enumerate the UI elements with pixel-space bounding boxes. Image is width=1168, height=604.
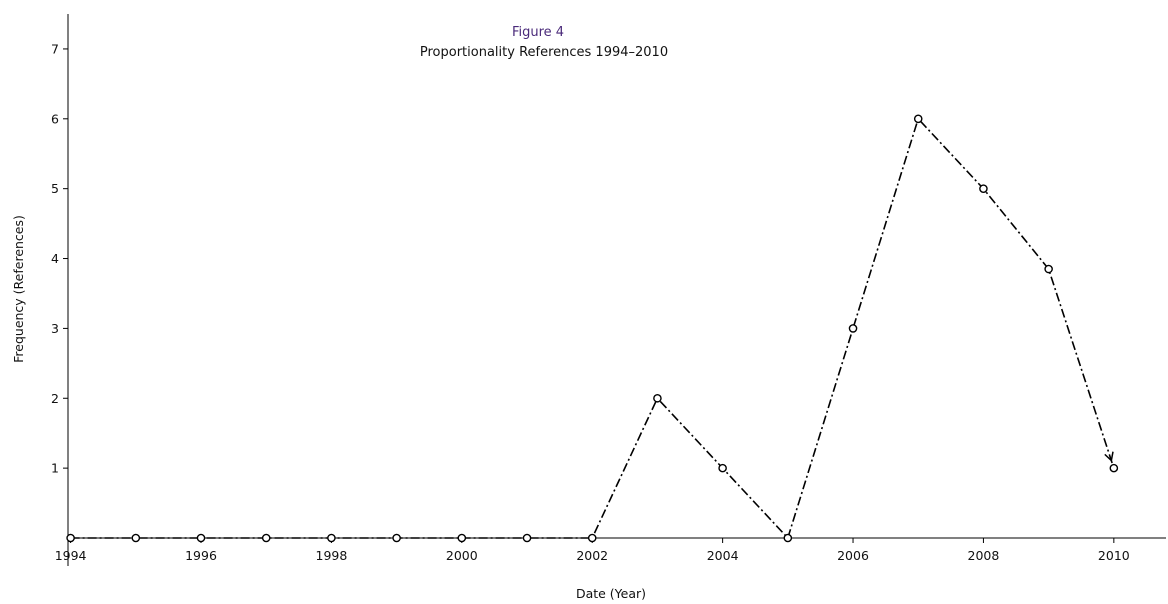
data-point: [848, 324, 858, 333]
x-tick-label: 1994: [55, 548, 87, 563]
data-point: [392, 533, 401, 543]
x-tick-label: 2006: [837, 548, 869, 563]
y-tick-label: 6: [51, 111, 59, 126]
series: [66, 114, 1119, 543]
data-point: [653, 393, 662, 403]
series-line: [70, 117, 1115, 540]
data-point: [913, 114, 923, 124]
x-tick-label: 1996: [185, 548, 217, 563]
x-tick-label: 2004: [707, 548, 739, 563]
ticks: 1 2 3 4 5 6 7 1994 1996 1998 2000 2002 2004 2006 2008 2…: [51, 41, 1130, 563]
data-point: [327, 533, 336, 543]
data-point: [1044, 264, 1053, 274]
data-point: [1109, 463, 1119, 473]
data-point: [783, 533, 793, 543]
y-tick-label: 1: [51, 461, 59, 476]
x-tick-label: 2000: [446, 548, 478, 563]
data-point: [718, 463, 727, 473]
y-axis-label: Frequency (References): [11, 215, 26, 363]
data-point: [457, 533, 467, 543]
x-axis-label: Date (Year): [576, 586, 646, 601]
data-point: [196, 533, 206, 543]
data-point: [979, 184, 988, 193]
data-point: [587, 533, 597, 543]
y-tick-label: 2: [51, 391, 59, 406]
data-point: [261, 533, 271, 543]
y-tick-label: 7: [51, 41, 59, 56]
y-tick-label: 4: [51, 251, 59, 266]
x-tick-label: 2010: [1098, 548, 1130, 563]
y-tick-label: 3: [51, 321, 59, 336]
data-point: [131, 533, 141, 543]
data-point: [66, 533, 75, 543]
x-tick-label: 2002: [576, 548, 608, 563]
data-point: [522, 533, 532, 543]
chart-title: Figure 4: [512, 25, 564, 40]
series-end-arrow: [1104, 451, 1114, 463]
chart-subtitle: Proportionality References 1994–2010: [420, 45, 668, 60]
y-tick-label: 5: [51, 181, 59, 196]
x-tick-label: 1998: [316, 548, 348, 563]
x-tick-label: 2008: [968, 548, 1000, 563]
